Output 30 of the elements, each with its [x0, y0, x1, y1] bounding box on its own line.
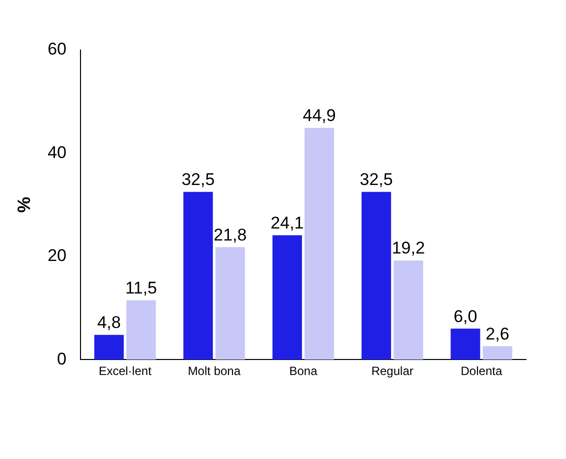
x-tick-label: Bona — [289, 364, 318, 378]
bar — [272, 235, 302, 360]
bar — [94, 334, 124, 360]
data-label: 2,6 — [486, 324, 510, 344]
y-tick-label: 20 — [48, 246, 67, 266]
data-label: 24,1 — [270, 213, 304, 232]
x-tick-label: Dolenta — [460, 364, 502, 378]
x-tick-label: Regular — [371, 364, 414, 378]
bar — [450, 328, 480, 360]
bar — [362, 192, 392, 360]
data-label: 21,8 — [214, 225, 247, 244]
data-label: 19,2 — [392, 238, 425, 258]
y-tick-label: 60 — [48, 40, 67, 59]
data-label: 11,5 — [125, 278, 158, 298]
data-label: 6,0 — [454, 306, 478, 326]
x-tick-label: Excel·lent — [98, 364, 152, 378]
bar — [394, 260, 424, 360]
data-label: 4,8 — [97, 313, 121, 332]
y-tick-label: 0 — [57, 349, 67, 368]
data-label: 32,5 — [182, 170, 215, 190]
bar — [304, 128, 334, 360]
bar — [126, 300, 156, 360]
y-axis-title: % — [14, 196, 34, 213]
x-tick-label: Molt bona — [188, 364, 241, 378]
bar — [183, 192, 213, 360]
bar — [482, 346, 512, 360]
data-label: 44,9 — [302, 106, 336, 126]
bar — [215, 247, 245, 360]
y-tick-label: 40 — [48, 142, 67, 162]
data-label: 32,5 — [360, 170, 393, 190]
